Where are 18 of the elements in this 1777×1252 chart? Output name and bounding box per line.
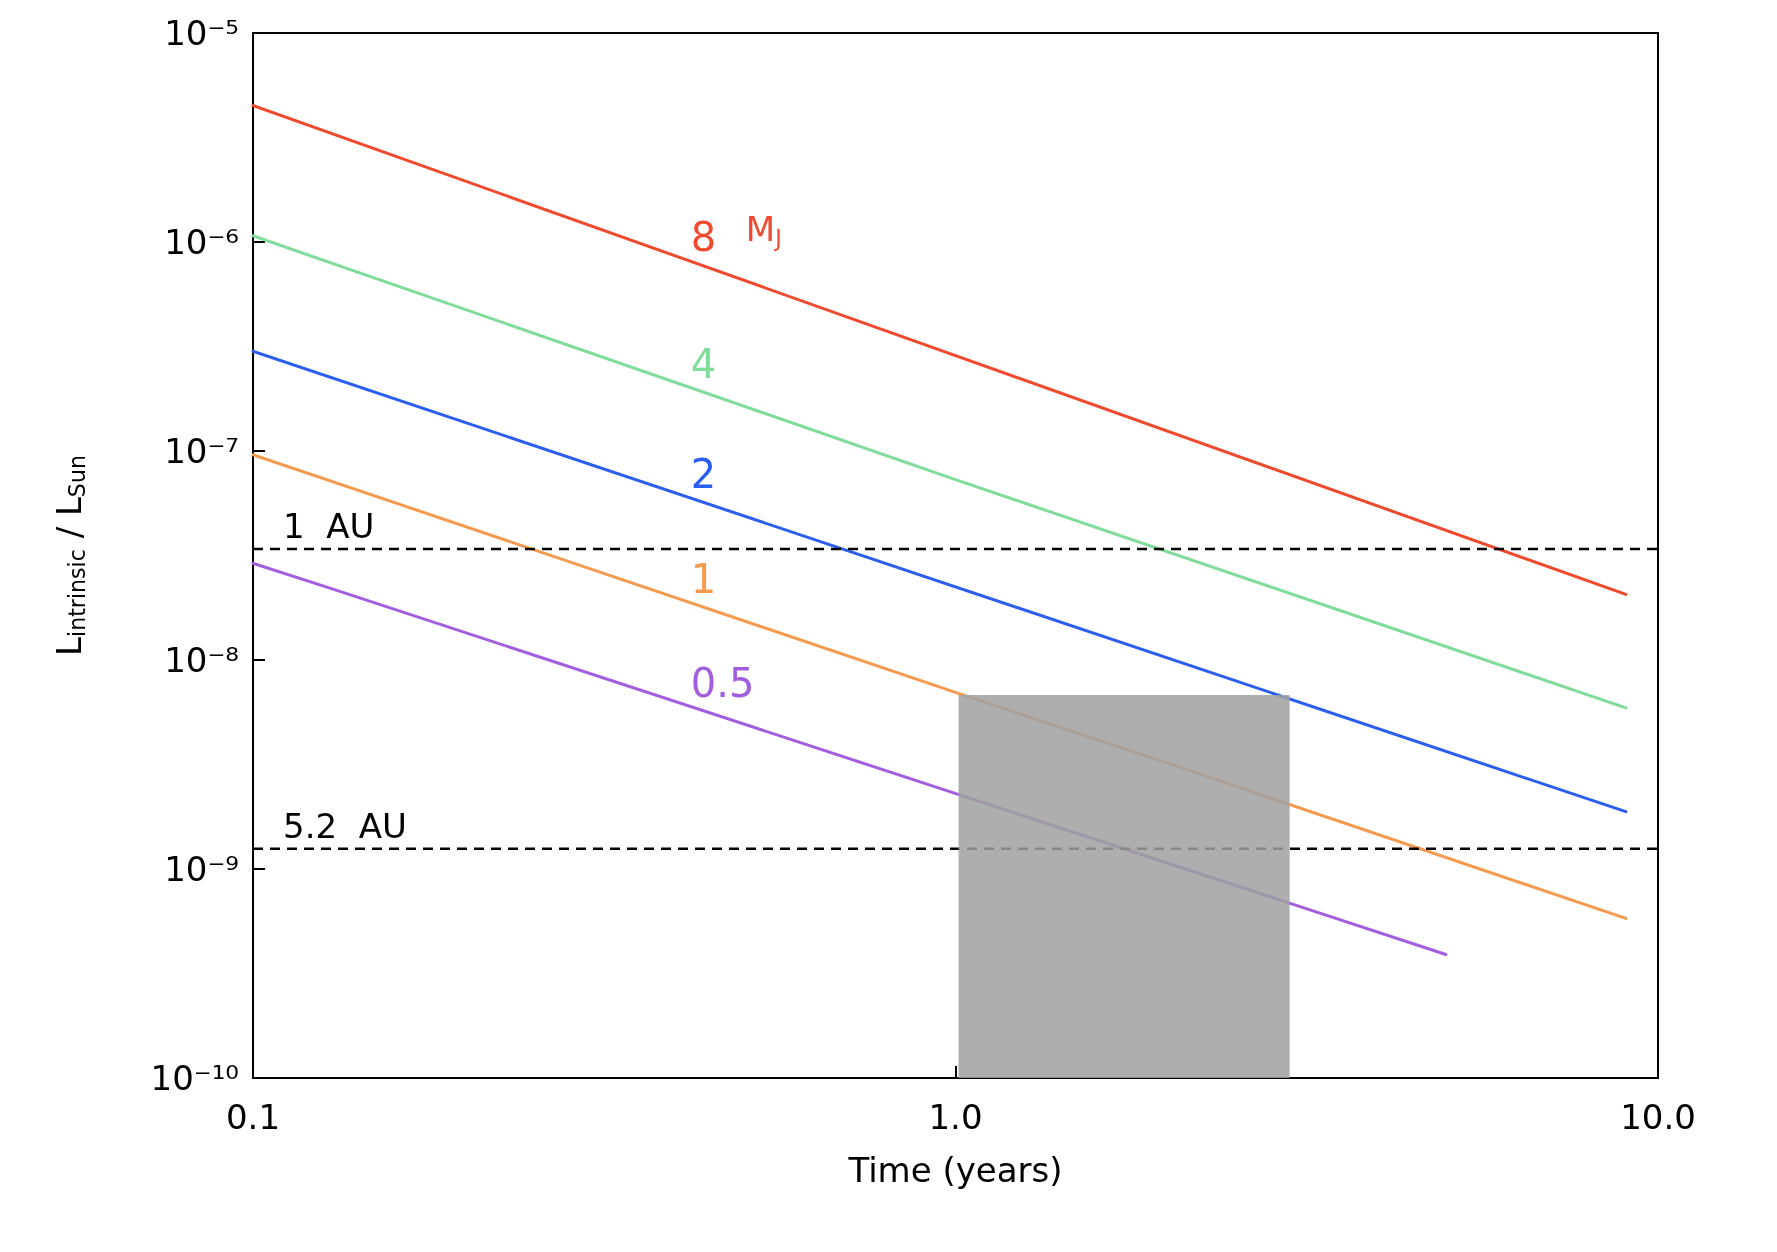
series-label: 2 [690,451,717,498]
y-tick-label: 10⁻⁸ [164,640,239,680]
series-label: 4 [690,340,717,387]
series-label: 0.5 [690,659,755,706]
x-axis-title: Time (years) [847,1150,1063,1190]
x-tick-label: 10.0 [1620,1097,1696,1137]
y-tick-label: 10⁻⁵ [164,13,239,53]
y-tick-label: 10⁻⁷ [164,431,239,471]
x-tick-label: 1.0 [928,1097,983,1137]
x-tick-label: 0.1 [225,1097,281,1137]
series-label: 1 [690,555,717,602]
y-tick-label: 10⁻⁹ [164,849,239,889]
y-tick-label: 10⁻¹⁰ [150,1058,239,1098]
ref-line-label: 1 AU [283,505,375,546]
ref-line-label: 5.2 AU [283,805,407,846]
series-label: 8 [690,214,717,261]
y-tick-label: 10⁻⁶ [164,222,239,262]
y-axis-title: Lintrinsic / LSun [48,455,90,656]
